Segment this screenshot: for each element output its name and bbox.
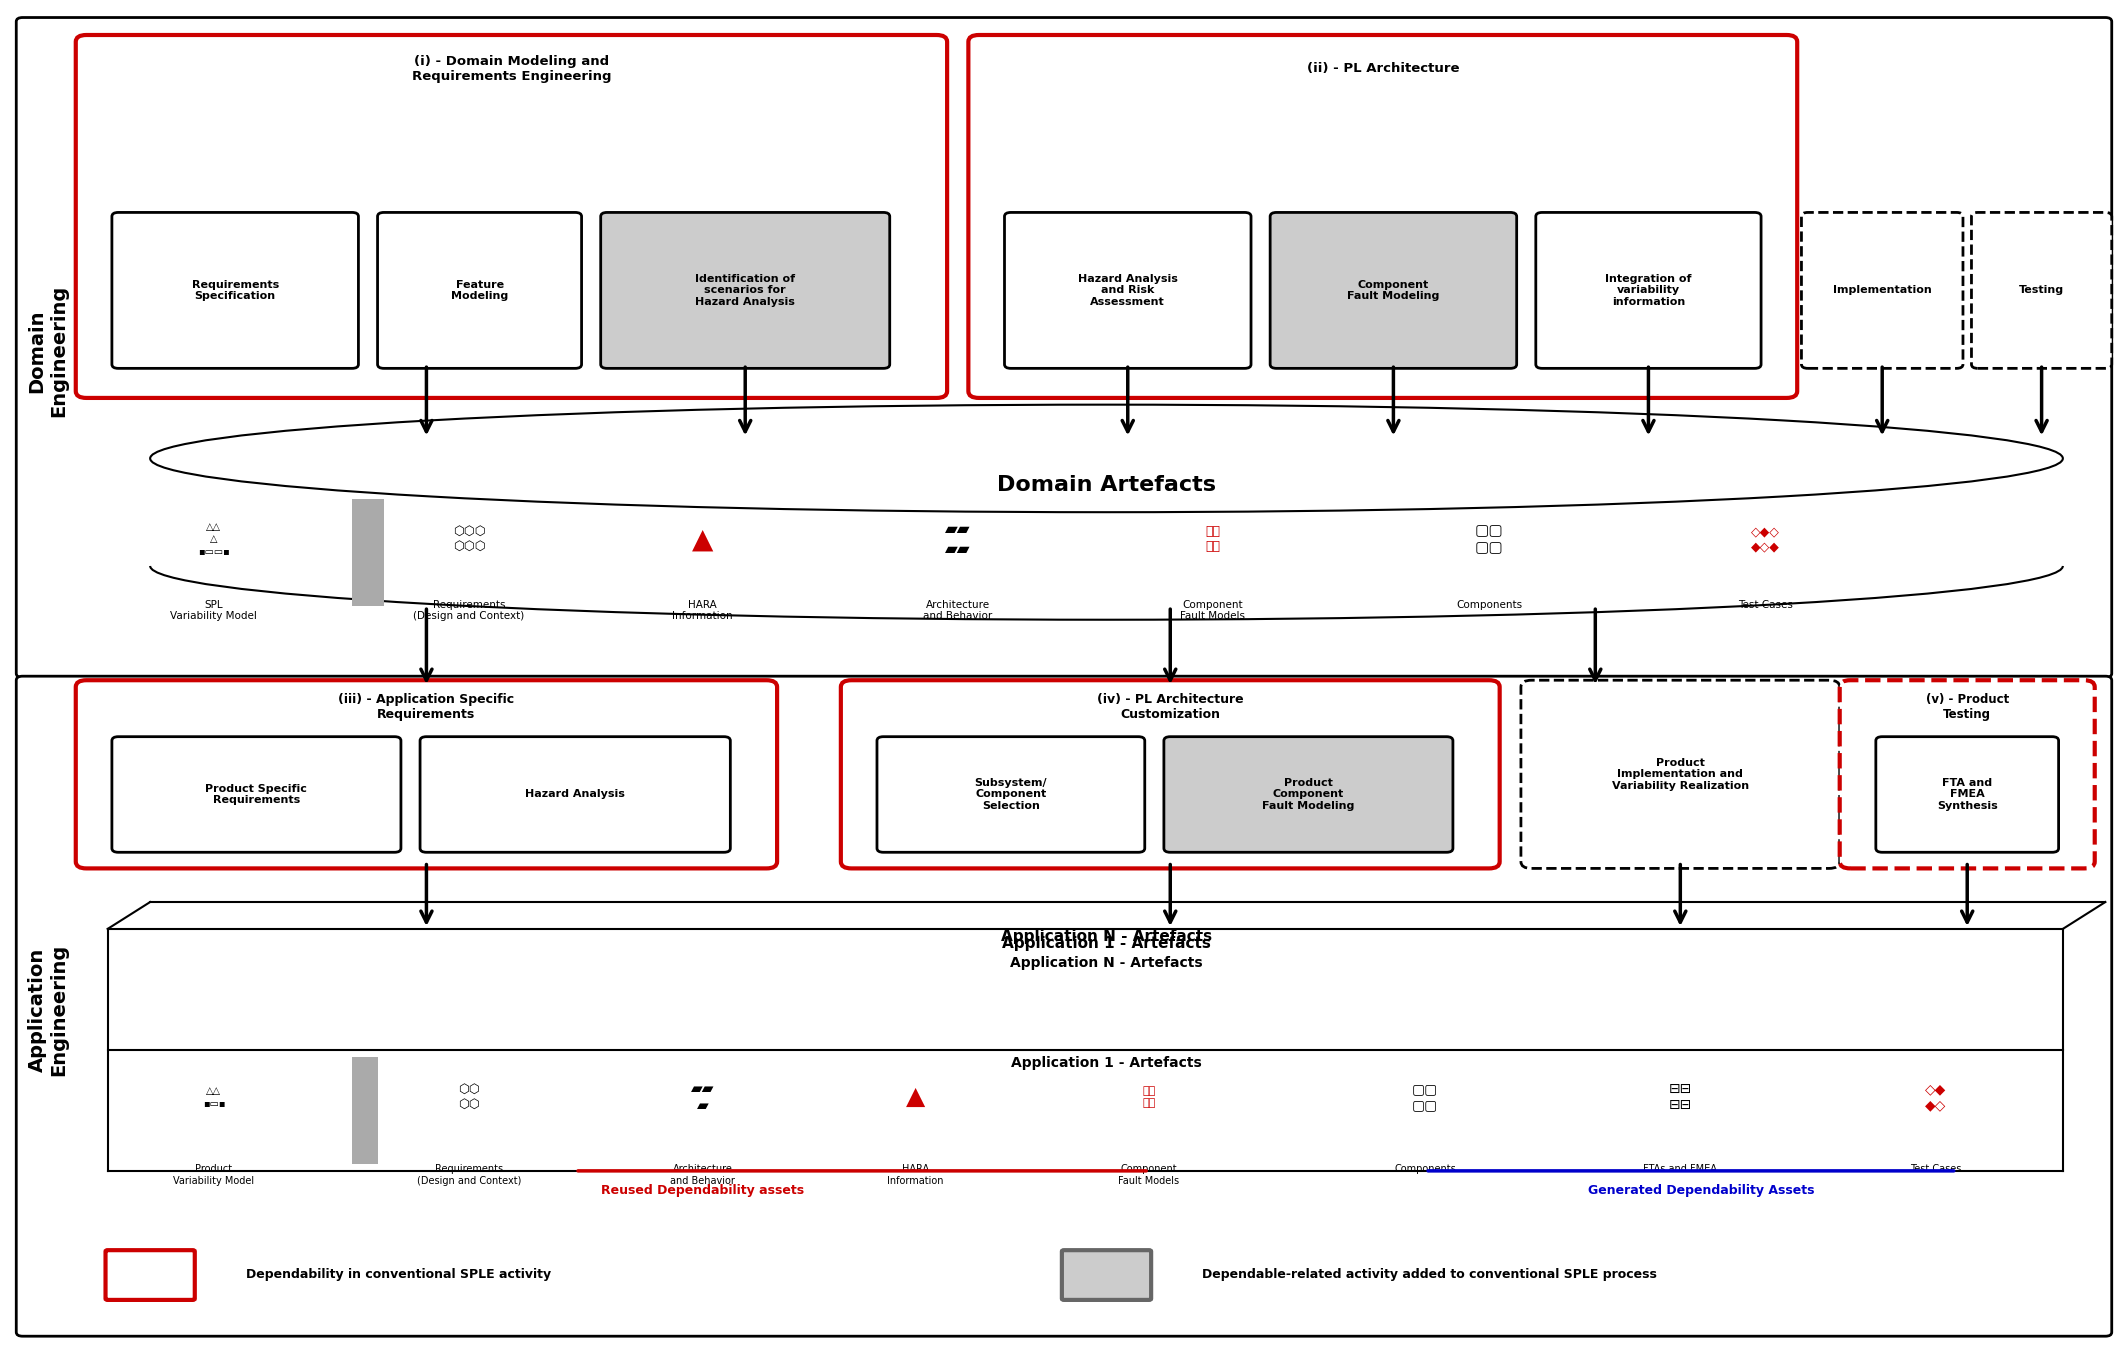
Text: Requirements
(Design and Context): Requirements (Design and Context) [417,1164,521,1185]
Text: Component
Fault Modeling: Component Fault Modeling [1347,280,1441,302]
Bar [351,1056,377,1164]
Text: Subsystem/
Component
Selection: Subsystem/ Component Selection [975,777,1047,811]
Text: (iii) - Application Specific
Requirements: (iii) - Application Specific Requirement… [338,694,515,721]
FancyBboxPatch shape [113,213,358,368]
Text: Implementation: Implementation [1832,286,1932,295]
Text: Dependable-related activity added to conventional SPLE process: Dependable-related activity added to con… [1202,1268,1658,1281]
Text: ⬡⬡
⬡⬡: ⬡⬡ ⬡⬡ [458,1083,479,1111]
Text: ▰▰
▰: ▰▰ ▰ [692,1080,715,1113]
Text: Product
Variability Model: Product Variability Model [172,1164,255,1185]
FancyBboxPatch shape [1004,213,1251,368]
Text: (ii) - PL Architecture: (ii) - PL Architecture [1307,62,1460,75]
FancyBboxPatch shape [113,737,400,853]
Text: HARA
Information: HARA Information [887,1164,943,1185]
Text: Component
Fault Models: Component Fault Models [1181,599,1245,621]
Text: Hazard Analysis
and Risk
Assessment: Hazard Analysis and Risk Assessment [1077,273,1177,307]
Text: HARA
Information: HARA Information [672,599,732,621]
Text: Architecture
and Behavior: Architecture and Behavior [670,1164,734,1185]
FancyBboxPatch shape [77,35,947,397]
Text: ▢▢
▢▢: ▢▢ ▢▢ [1413,1082,1439,1113]
FancyBboxPatch shape [1971,213,2111,368]
FancyBboxPatch shape [1270,213,1517,368]
Text: Application 1 - Artefacts: Application 1 - Artefacts [1002,936,1211,951]
FancyBboxPatch shape [877,737,1145,853]
Text: (iv) - PL Architecture
Customization: (iv) - PL Architecture Customization [1096,694,1243,721]
Text: Requirements
Specification: Requirements Specification [192,280,279,302]
Text: Hazard Analysis: Hazard Analysis [526,789,626,800]
Text: Generated Dependability Assets: Generated Dependability Assets [1587,1184,1815,1197]
Text: (i) - Domain Modeling and
Requirements Engineering: (i) - Domain Modeling and Requirements E… [411,55,611,82]
Text: 🔲🔲
🔲🔲: 🔲🔲 🔲🔲 [1204,525,1219,554]
Text: Identification of
scenarios for
Hazard Analysis: Identification of scenarios for Hazard A… [696,273,796,307]
FancyBboxPatch shape [841,680,1500,869]
Text: SPL
Variability Model: SPL Variability Model [170,599,257,621]
Text: Domain
Engineering: Domain Engineering [28,284,68,418]
Text: Requirements
(Design and Context): Requirements (Design and Context) [413,599,526,621]
Text: FTAs and FMEA: FTAs and FMEA [1643,1164,1717,1175]
Text: Product
Component
Fault Modeling: Product Component Fault Modeling [1262,777,1356,811]
Text: Reused Dependability assets: Reused Dependability assets [600,1184,804,1197]
Text: (v) - Product
Testing: (v) - Product Testing [1926,694,2009,721]
Bar [351,498,383,606]
FancyBboxPatch shape [109,929,2062,1049]
FancyBboxPatch shape [1841,680,2094,869]
Text: Product Specific
Requirements: Product Specific Requirements [206,784,306,806]
FancyBboxPatch shape [109,1049,2062,1171]
Text: Application
Engineering: Application Engineering [28,943,68,1076]
Text: Application 1 - Artefacts: Application 1 - Artefacts [1011,1056,1202,1071]
Text: △△
△
▪▭▭▪: △△ △ ▪▭▭▪ [198,523,230,556]
Text: Application N - Artefacts: Application N - Artefacts [1011,955,1202,970]
Text: △△
▪▭▪: △△ ▪▭▪ [202,1086,226,1107]
Ellipse shape [151,424,2062,559]
Text: ▲: ▲ [692,525,713,554]
Text: ◇◆
◆◇: ◇◆ ◆◇ [1924,1082,1945,1113]
FancyBboxPatch shape [1522,680,1841,869]
Text: Domain Artefacts: Domain Artefacts [998,475,1215,496]
FancyBboxPatch shape [1802,213,1962,368]
Text: ⬡⬡⬡
⬡⬡⬡: ⬡⬡⬡ ⬡⬡⬡ [453,525,485,554]
Text: FTA and
FMEA
Synthesis: FTA and FMEA Synthesis [1936,777,1998,811]
Text: ◇◆◇
◆◇◆: ◇◆◇ ◆◇◆ [1751,525,1779,554]
FancyBboxPatch shape [1062,1250,1151,1300]
FancyBboxPatch shape [1877,737,2058,853]
FancyBboxPatch shape [377,213,581,368]
Text: Application N - Artefacts: Application N - Artefacts [1000,929,1213,944]
Text: Integration of
variability
information: Integration of variability information [1605,273,1692,307]
FancyBboxPatch shape [17,676,2111,1336]
FancyBboxPatch shape [17,18,2111,678]
Text: 🔲🔲
🔲🔲: 🔲🔲 🔲🔲 [1143,1086,1156,1107]
Text: Dependability in conventional SPLE activity: Dependability in conventional SPLE activ… [247,1268,551,1281]
Text: Test Cases: Test Cases [1739,599,1792,610]
FancyBboxPatch shape [151,458,2062,593]
FancyBboxPatch shape [1536,213,1762,368]
Text: Testing: Testing [2019,286,2064,295]
Text: Feature
Modeling: Feature Modeling [451,280,509,302]
Text: Test Cases: Test Cases [1909,1164,1962,1175]
Text: Components: Components [1394,1164,1456,1175]
Text: Components: Components [1456,599,1522,610]
FancyBboxPatch shape [77,680,777,869]
Ellipse shape [151,404,2062,512]
Text: Architecture
and Behavior: Architecture and Behavior [924,599,992,621]
Text: ▲: ▲ [907,1084,926,1109]
Text: Component
Fault Models: Component Fault Models [1119,1164,1179,1185]
FancyBboxPatch shape [1164,737,1453,853]
Text: Product
Implementation and
Variability Realization: Product Implementation and Variability R… [1611,758,1749,791]
FancyBboxPatch shape [600,213,890,368]
FancyBboxPatch shape [968,35,1798,397]
Text: ▢▢
▢▢: ▢▢ ▢▢ [1475,523,1502,555]
FancyBboxPatch shape [106,1250,196,1300]
Text: ▰▰
▰▰: ▰▰ ▰▰ [945,520,970,559]
Text: ⊟⊟
⊟⊟: ⊟⊟ ⊟⊟ [1668,1082,1692,1113]
FancyBboxPatch shape [419,737,730,853]
